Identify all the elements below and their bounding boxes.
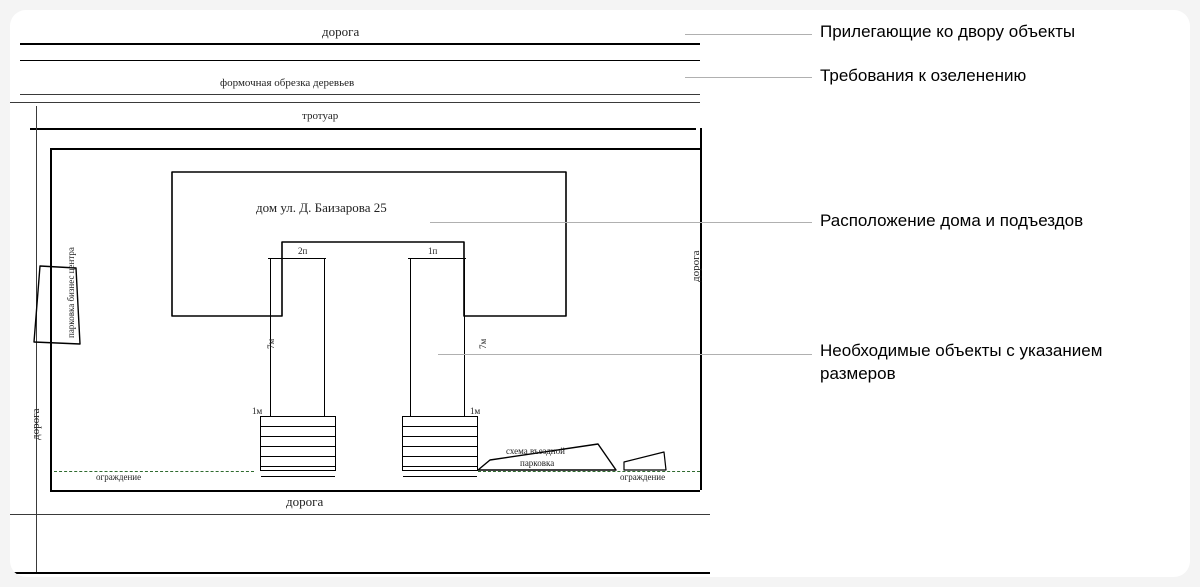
leader-sizes bbox=[438, 354, 812, 355]
plan-sketch: дорогаформочная обрезка деревьевтротуард… bbox=[10, 10, 710, 577]
line bbox=[50, 490, 700, 492]
callout-adj: Прилегающие ко двору объекты bbox=[820, 21, 1075, 44]
line bbox=[10, 514, 710, 515]
fence-label-right: ограждение bbox=[620, 472, 665, 482]
fence-line bbox=[478, 471, 700, 472]
leader-house bbox=[430, 222, 812, 223]
road-label-bottom: дорога bbox=[286, 494, 323, 510]
line bbox=[10, 572, 710, 574]
leader-green bbox=[685, 77, 812, 78]
fence-label-left: ограждение bbox=[96, 472, 141, 482]
fence-line bbox=[54, 471, 254, 472]
callout-house: Расположение дома и подъездов bbox=[820, 210, 1083, 233]
callout-green: Требования к озеленению bbox=[820, 65, 1026, 88]
leader-adj bbox=[685, 34, 812, 35]
callout-sizes: Необходимые объекты с указанием размеров bbox=[820, 340, 1160, 386]
